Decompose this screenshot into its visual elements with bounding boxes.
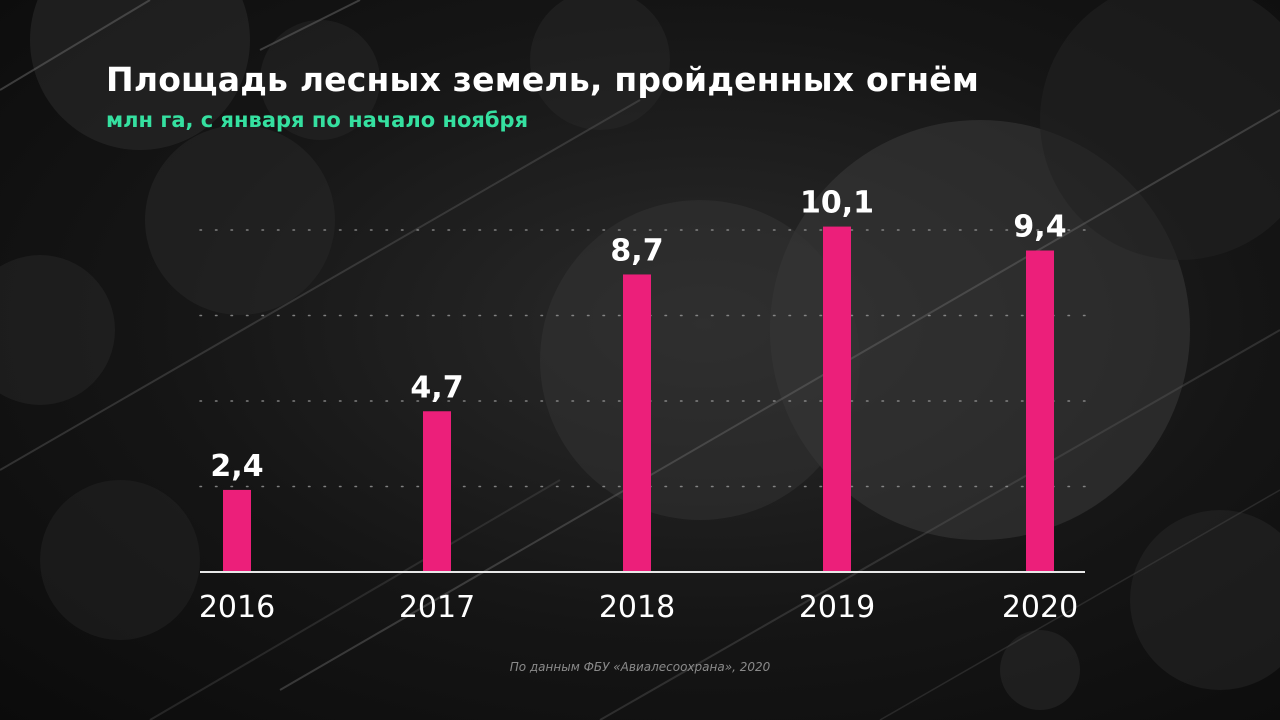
category-label: 2018	[599, 590, 675, 625]
chart-title: Площадь лесных земель, пройденных огнём	[106, 60, 980, 99]
bar-2016	[223, 489, 251, 572]
category-label: 2016	[199, 590, 275, 625]
category-label: 2019	[799, 590, 875, 625]
value-label: 10,1	[800, 186, 874, 221]
value-label: 9,4	[1013, 210, 1066, 245]
category-label: 2020	[1002, 590, 1078, 625]
source-note: По данным ФБУ «Авиалесоохрана», 2020	[509, 660, 771, 674]
bar-2020	[1026, 250, 1054, 572]
value-label: 8,7	[610, 233, 663, 268]
value-label: 4,7	[410, 370, 463, 405]
chart-subtitle: млн га, с января по начало ноября	[106, 108, 529, 132]
bar-2019	[823, 226, 851, 572]
bar-2017	[423, 411, 451, 572]
value-label: 2,4	[210, 449, 263, 484]
bar-2018	[623, 274, 651, 572]
category-label: 2017	[399, 590, 475, 625]
